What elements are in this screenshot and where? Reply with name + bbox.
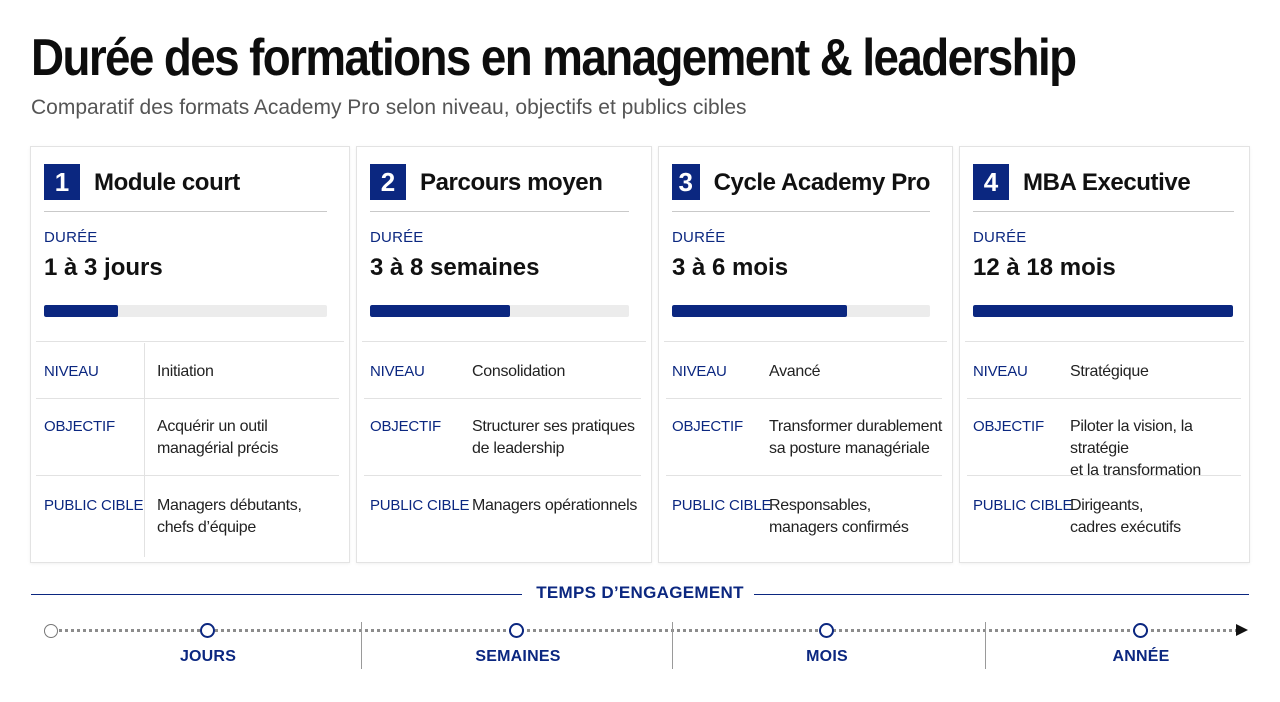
divider (967, 398, 1241, 399)
row-label-niveau: NIVEAU (44, 363, 99, 380)
page-subtitle: Comparatif des formats Academy Pro selon… (31, 96, 747, 119)
timeline-label-jours: JOURS (179, 648, 237, 665)
row-label-public-cible: PUBLIC CIBLE (370, 497, 470, 514)
row-value-public-cible: Responsables, managers confirmés (769, 497, 909, 536)
divider (967, 475, 1241, 476)
card-title: Module court (94, 169, 240, 196)
divider (362, 341, 646, 342)
duration-bar-fill (973, 305, 1233, 317)
row-label-public-cible: PUBLIC CIBLE (973, 497, 1073, 514)
card-header: 4 MBA Executive (973, 164, 1234, 212)
arrow-right-icon (1236, 624, 1248, 636)
row-label-niveau: NIVEAU (370, 363, 425, 380)
timeline-node (1133, 623, 1148, 638)
timeline-label-mois: MOIS (806, 648, 848, 665)
divider (36, 398, 339, 399)
timeline-axis (52, 629, 1238, 632)
duration-bar-fill (44, 305, 118, 317)
card-cycle-academy-pro: 3 Cycle Academy Pro DURÉE 3 à 6 mois NIV… (658, 146, 953, 563)
row-value-objectif: Structurer ses pratiques de leadership (472, 418, 635, 457)
card-module-court: 1 Module court DURÉE 1 à 3 jours NIVEAU … (30, 146, 350, 563)
duration-bar (973, 305, 1233, 317)
card-title: MBA Executive (1023, 169, 1191, 196)
row-value-public-cible: Managers opérationnels (472, 497, 638, 514)
page-title: Durée des formations en management & lea… (31, 29, 1077, 87)
divider (666, 398, 942, 399)
row-value-niveau: Consolidation (472, 363, 566, 380)
duration-label: DURÉE (973, 229, 1027, 246)
card-number-badge: 4 (973, 164, 1009, 200)
timeline-tick (361, 622, 362, 669)
format-cards: 1 Module court DURÉE 1 à 3 jours NIVEAU … (30, 146, 1250, 563)
card-header: 2 Parcours moyen (370, 164, 629, 212)
card-title: Cycle Academy Pro (713, 169, 931, 196)
duration-label: DURÉE (672, 229, 726, 246)
divider (36, 475, 339, 476)
card-header: 1 Module court (44, 164, 327, 212)
timeline-title-rule-right (754, 594, 1249, 595)
row-label-public-cible: PUBLIC CIBLE (44, 497, 144, 514)
card-title: Parcours moyen (420, 169, 603, 196)
timeline-title-rule-left (31, 594, 522, 595)
duration-value: 1 à 3 jours (44, 254, 163, 281)
duration-bar (672, 305, 930, 317)
timeline-node (509, 623, 524, 638)
row-label-objectif: OBJECTIF (44, 418, 115, 435)
divider (664, 341, 947, 342)
row-value-public-cible: Managers débutants, chefs d’équipe (157, 497, 302, 536)
card-parcours-moyen: 2 Parcours moyen DURÉE 3 à 8 semaines NI… (356, 146, 652, 563)
card-number-badge: 3 (672, 164, 700, 200)
timeline-label-semaines: SEMAINES (475, 648, 561, 665)
card-number-badge: 2 (370, 164, 406, 200)
row-label-objectif: OBJECTIF (973, 418, 1044, 435)
duration-bar-fill (672, 305, 848, 317)
row-label-niveau: NIVEAU (973, 363, 1028, 380)
timeline-tick (985, 622, 986, 669)
duration-label: DURÉE (370, 229, 424, 246)
duration-value: 3 à 6 mois (672, 254, 789, 281)
duration-bar (370, 305, 629, 317)
row-label-niveau: NIVEAU (672, 363, 727, 380)
duration-bar (44, 305, 327, 317)
divider (965, 341, 1244, 342)
duration-value: 12 à 18 mois (973, 254, 1116, 281)
timeline-node (200, 623, 215, 638)
row-value-objectif: Piloter la vision, la stratégie et la tr… (1070, 418, 1201, 479)
divider (364, 475, 641, 476)
column-divider (144, 343, 145, 557)
card-mba-executive: 4 MBA Executive DURÉE 12 à 18 mois NIVEA… (959, 146, 1250, 563)
row-value-niveau: Stratégique (1070, 363, 1149, 380)
divider (666, 475, 942, 476)
row-label-public-cible: PUBLIC CIBLE (672, 497, 772, 514)
timeline-start-marker (44, 624, 58, 638)
duration-label: DURÉE (44, 229, 98, 246)
duration-value: 3 à 8 semaines (370, 254, 540, 281)
row-value-objectif: Transformer durablement sa posture manag… (769, 418, 943, 457)
timeline-tick (672, 622, 673, 669)
row-label-objectif: OBJECTIF (370, 418, 441, 435)
row-value-niveau: Initiation (157, 363, 214, 380)
card-header: 3 Cycle Academy Pro (672, 164, 930, 212)
timeline-node (819, 623, 834, 638)
card-number-badge: 1 (44, 164, 80, 200)
row-value-objectif: Acquérir un outil managérial précis (157, 418, 279, 457)
divider (36, 341, 344, 342)
row-value-public-cible: Dirigeants, cadres exécutifs (1070, 497, 1181, 536)
duration-bar-fill (370, 305, 510, 317)
timeline-label-annee: ANNÉE (1112, 648, 1170, 665)
timeline-title: TEMPS D’ENGAGEMENT (536, 583, 744, 602)
row-value-niveau: Avancé (769, 363, 821, 380)
divider (364, 398, 641, 399)
row-label-objectif: OBJECTIF (672, 418, 743, 435)
